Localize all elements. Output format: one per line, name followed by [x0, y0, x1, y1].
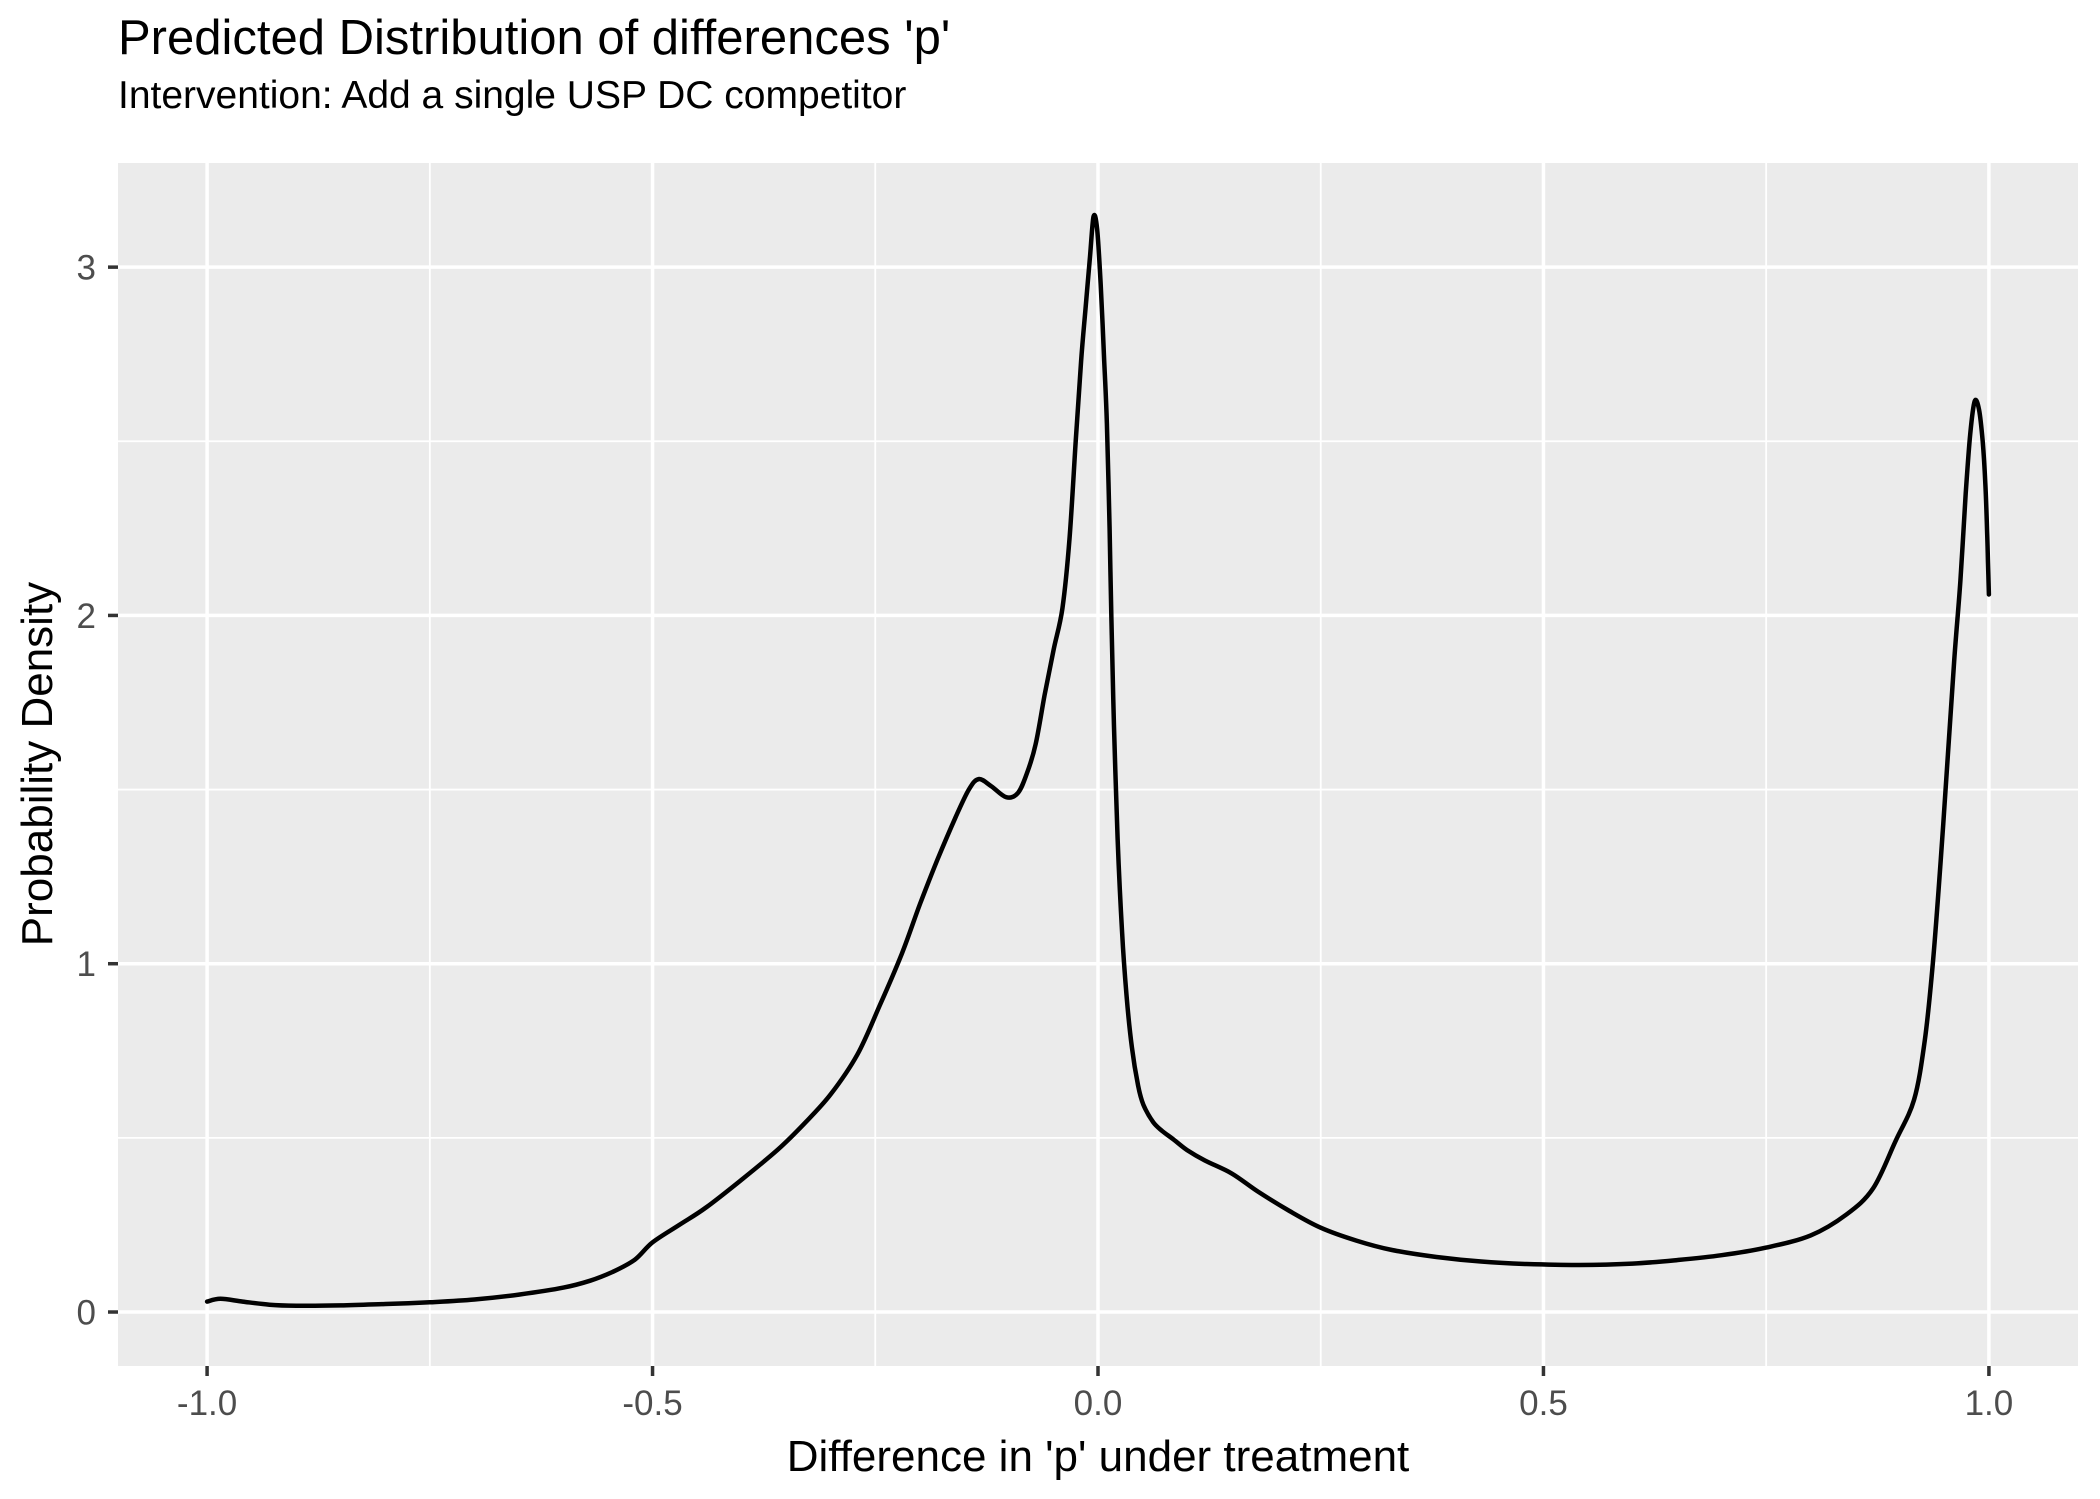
- x-tick-label: 1.0: [1965, 1384, 2014, 1423]
- x-tick-label: -1.0: [177, 1384, 237, 1423]
- y-axis-title: Probability Density: [13, 581, 62, 947]
- y-tick-label: 1: [77, 945, 96, 984]
- y-tick-label: 0: [77, 1294, 96, 1333]
- x-axis-title: Difference in 'p' under treatment: [786, 1432, 1410, 1481]
- x-tick-label: 0.0: [1074, 1384, 1123, 1423]
- x-tick-label: -0.5: [622, 1384, 682, 1423]
- density-curve: [204, 212, 1992, 1309]
- chart-subtitle: Intervention: Add a single USP DC compet…: [118, 74, 907, 117]
- y-tick-label: 3: [77, 249, 96, 288]
- x-tick-label: 0.5: [1519, 1384, 1568, 1423]
- chart-title: Predicted Distribution of differences 'p…: [118, 11, 951, 65]
- y-tick-label: 2: [77, 597, 96, 636]
